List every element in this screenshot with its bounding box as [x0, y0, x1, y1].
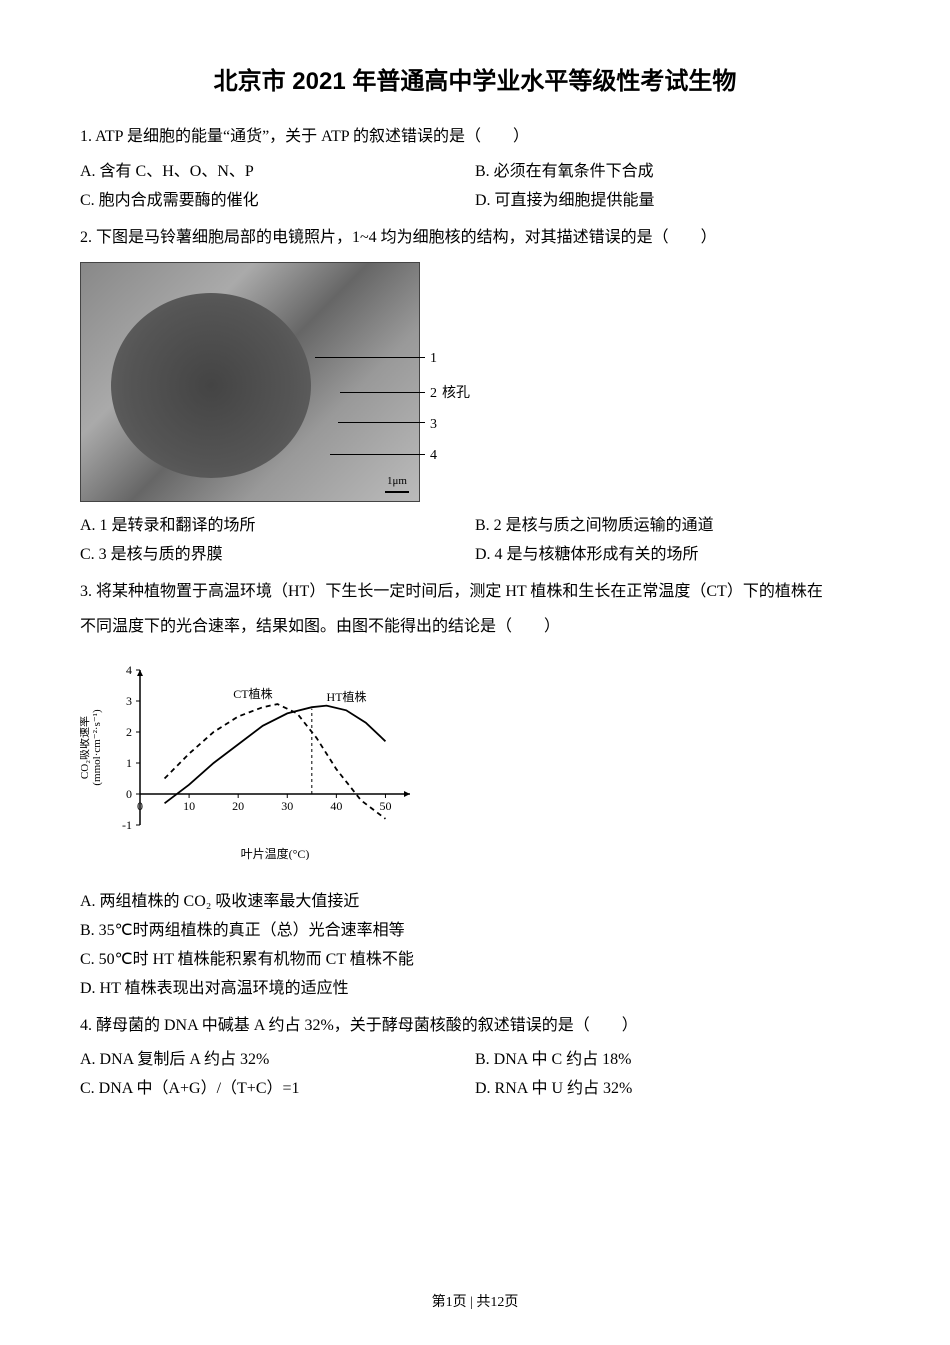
- question-4: 4. 酵母菌的 DNA 中碱基 A 约占 32%，关于酵母菌核酸的叙述错误的是（…: [80, 1012, 870, 1104]
- question-3: 3. 将某种植物置于高温环境（HT）下生长一定时间后，测定 HT 植株和生长在正…: [80, 578, 870, 1004]
- q4-stem: 4. 酵母菌的 DNA 中碱基 A 约占 32%，关于酵母菌核酸的叙述错误的是（…: [80, 1012, 870, 1041]
- scale-bar: 1μm: [385, 472, 409, 494]
- q4-opt-d: D. RNA 中 U 约占 32%: [475, 1075, 870, 1104]
- label-hekong: 核孔: [442, 381, 470, 406]
- label-2: 2: [428, 381, 439, 406]
- q1-opt-d: D. 可直接为细胞提供能量: [475, 187, 870, 216]
- label-line-2: [340, 392, 425, 393]
- svg-text:1: 1: [126, 756, 132, 770]
- q1-opt-c: C. 胞内合成需要酶的催化: [80, 187, 475, 216]
- q3-opt-c: C. 50℃时 HT 植株能积累有机物而 CT 植株不能: [80, 946, 870, 975]
- q2-figure: 1μm 1 2 核孔 3 4: [80, 262, 870, 502]
- label-line-1: [315, 357, 425, 358]
- page-footer: 第1页 | 共12页: [0, 1290, 950, 1315]
- q2-opt-d: D. 4 是与核糖体形成有关的场所: [475, 541, 870, 570]
- q2-stem: 2. 下图是马铃薯细胞局部的电镜照片，1~4 均为细胞核的结构，对其描述错误的是…: [80, 224, 870, 253]
- q4-opt-b: B. DNA 中 C 约占 18%: [475, 1046, 870, 1075]
- q3-opt-a: A. 两组植株的 CO₂ 吸收速率最大值接近: [80, 888, 870, 917]
- q3-chart: 0 10 20 30 40 50 -1 0 1 2 3 4 CT植株 HT植株叶片温度(°C) CO₂吸收速…: [80, 660, 420, 860]
- q3-stem-line2: 不同温度下的光合速率，结果如图。由图不能得出的结论是（ ）: [80, 613, 870, 642]
- svg-text:40: 40: [330, 799, 342, 813]
- label-line-4: [330, 454, 425, 455]
- svg-text:HT植株: HT植株: [327, 689, 367, 704]
- q3-opt-d: D. HT 植株表现出对高温环境的适应性: [80, 975, 870, 1004]
- svg-text:2: 2: [126, 725, 132, 739]
- label-4: 4: [428, 443, 439, 468]
- label-3: 3: [428, 412, 439, 437]
- svg-text:CO₂吸收速率: CO₂吸收速率: [80, 716, 91, 779]
- q4-opt-a: A. DNA 复制后 A 约占 32%: [80, 1046, 475, 1075]
- cell-micrograph: 1μm: [80, 262, 420, 502]
- label-1: 1: [428, 346, 439, 371]
- svg-text:10: 10: [183, 799, 195, 813]
- svg-text:50: 50: [379, 799, 391, 813]
- nucleus-shape: [111, 293, 311, 478]
- q2-opt-c: C. 3 是核与质的界膜: [80, 541, 475, 570]
- svg-text:0: 0: [137, 799, 143, 813]
- question-2: 2. 下图是马铃薯细胞局部的电镜照片，1~4 均为细胞核的结构，对其描述错误的是…: [80, 224, 870, 570]
- svg-text:CT植株: CT植株: [233, 685, 272, 700]
- svg-text:0: 0: [126, 787, 132, 801]
- q1-stem: 1. ATP 是细胞的能量“通货”，关于 ATP 的叙述错误的是（ ）: [80, 123, 870, 152]
- q2-opt-a: A. 1 是转录和翻译的场所: [80, 512, 475, 541]
- svg-text:-1: -1: [122, 818, 132, 832]
- svg-text:3: 3: [126, 694, 132, 708]
- q4-opt-c: C. DNA 中（A+G）/（T+C）=1: [80, 1075, 475, 1104]
- svg-text:叶片温度(°C): 叶片温度(°C): [241, 846, 310, 860]
- q2-opt-b: B. 2 是核与质之间物质运输的通道: [475, 512, 870, 541]
- label-line-3: [338, 422, 425, 423]
- svg-text:30: 30: [281, 799, 293, 813]
- q1-opt-a: A. 含有 C、H、O、N、P: [80, 158, 475, 187]
- q1-opt-b: B. 必须在有氧条件下合成: [475, 158, 870, 187]
- q3-opt-b: B. 35℃时两组植株的真正（总）光合速率相等: [80, 917, 870, 946]
- question-1: 1. ATP 是细胞的能量“通货”，关于 ATP 的叙述错误的是（ ） A. 含…: [80, 123, 870, 215]
- q3-stem-line1: 3. 将某种植物置于高温环境（HT）下生长一定时间后，测定 HT 植株和生长在正…: [80, 578, 870, 607]
- page-title: 北京市 2021 年普通高中学业水平等级性考试生物: [80, 60, 870, 103]
- svg-text:(mmol·cm⁻²·s⁻¹): (mmol·cm⁻²·s⁻¹): [91, 709, 103, 786]
- svg-text:20: 20: [232, 799, 244, 813]
- svg-text:4: 4: [126, 663, 132, 677]
